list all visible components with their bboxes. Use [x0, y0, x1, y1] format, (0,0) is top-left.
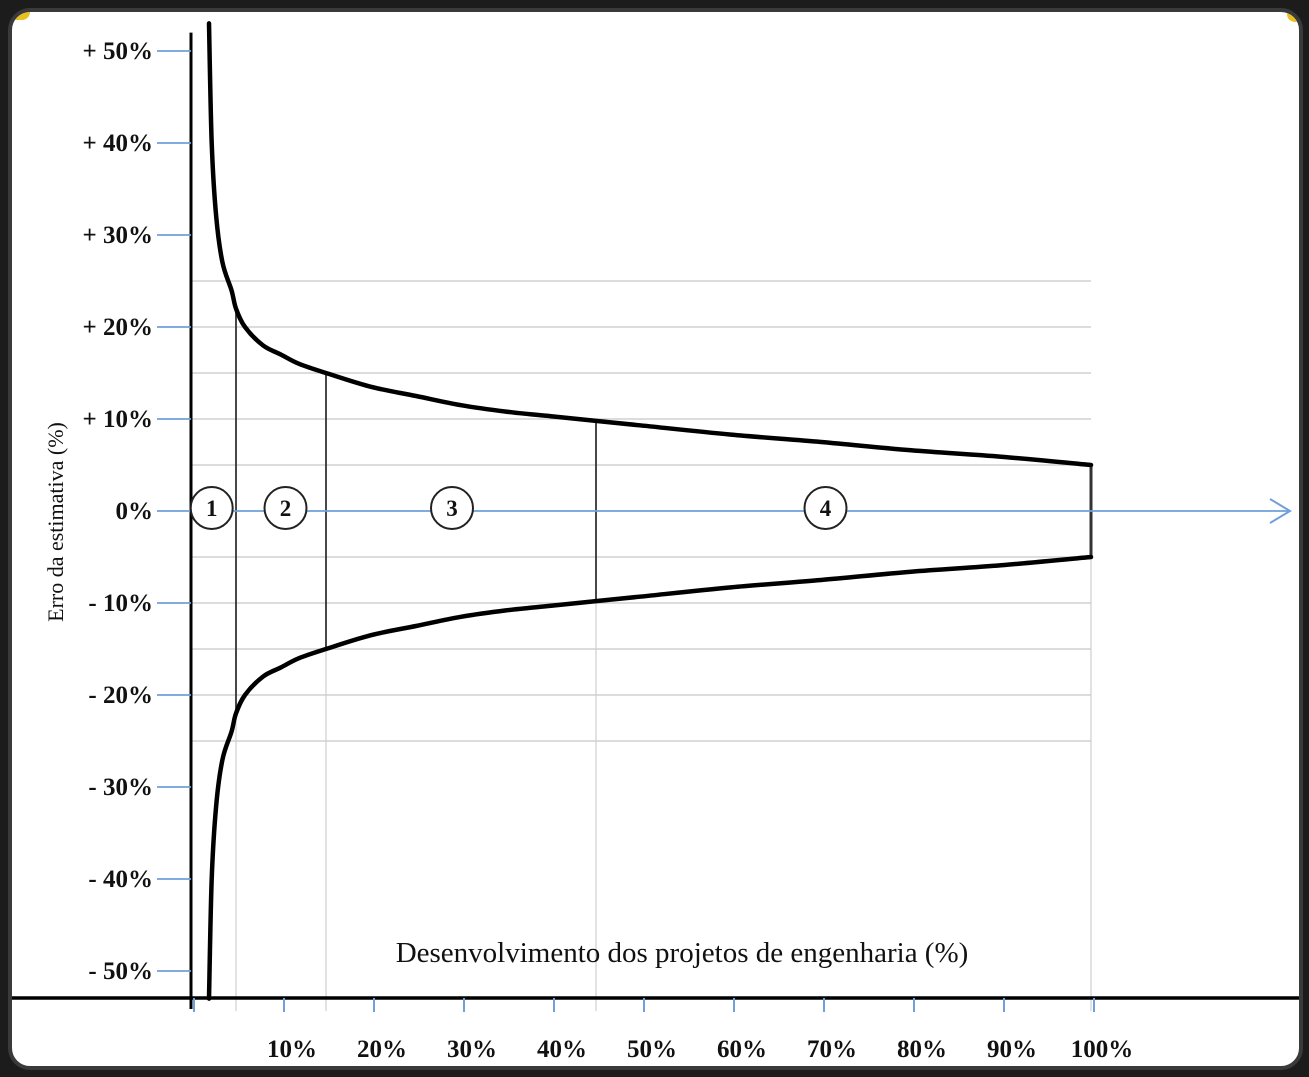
zero-axis-arrow — [1269, 498, 1292, 524]
phase-markers: 1 2 3 4 — [189, 486, 848, 530]
y-tick-label: - 30% — [88, 774, 153, 801]
phase-marker-circle — [430, 486, 474, 530]
x-tick-label: 30% — [447, 1036, 497, 1063]
phase-marker-label: 4 — [820, 496, 832, 521]
y-tick-label: - 10% — [88, 590, 153, 617]
x-tick-label: 90% — [987, 1036, 1037, 1063]
tick-labels: + 50% + 40% + 30% + 20% + 10% 0% - 10% - 20% - 3… — [83, 38, 1134, 1063]
x-tick-label: 70% — [807, 1036, 857, 1063]
y-tick-label: 0% — [116, 498, 154, 525]
upper-error-curve — [206, 21, 1094, 468]
y-tick-label: + 50% — [83, 38, 154, 65]
error-curves — [206, 21, 1094, 1001]
y-tick-label: - 20% — [88, 682, 153, 709]
lower-error-curve — [206, 554, 1094, 1001]
x-tick-label: 60% — [717, 1036, 767, 1063]
phase-marker-label: 2 — [280, 496, 292, 521]
x-tick-label: 80% — [897, 1036, 947, 1063]
corner-accent — [1287, 12, 1299, 22]
estimate-error-chart: + 50% + 40% + 30% + 20% + 10% 0% - 10% - 20% - 3… — [12, 21, 1299, 1063]
x-tick-label: 50% — [627, 1036, 677, 1063]
phase-boundary-lines — [235, 308, 1093, 1011]
y-axis-label: Erro da estimativa (%) — [43, 422, 68, 622]
phase-marker-circle — [803, 486, 848, 530]
corner-accent — [12, 12, 30, 20]
grid-lines — [191, 280, 1091, 742]
x-tick-label: 40% — [537, 1036, 587, 1063]
x-tick-label: 10% — [267, 1036, 317, 1063]
y-tick-label: + 20% — [83, 314, 154, 341]
phase-marker-circle — [263, 486, 308, 530]
x-axis-label: Desenvolvimento dos projetos de engenhar… — [396, 937, 969, 969]
phase-marker-label: 3 — [446, 496, 458, 521]
y-tick-label: + 10% — [83, 406, 154, 433]
y-tick-label: - 40% — [88, 866, 153, 893]
y-tick-label: + 40% — [83, 130, 154, 157]
x-tick-label: 20% — [357, 1036, 407, 1063]
y-tick-label: + 30% — [83, 222, 154, 249]
phase-marker-label: 1 — [206, 496, 218, 521]
axes — [12, 32, 1299, 1012]
chart-frame: + 50% + 40% + 30% + 20% + 10% 0% - 10% - 20% - 3… — [8, 8, 1303, 1070]
x-tick-label: 100% — [1071, 1036, 1134, 1063]
y-tick-label: - 50% — [88, 958, 153, 985]
phase-marker-circle — [189, 486, 234, 530]
